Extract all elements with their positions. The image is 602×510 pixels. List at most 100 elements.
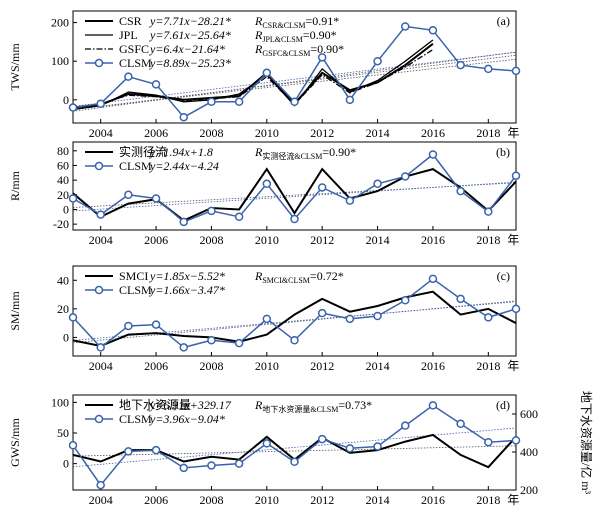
- x-year-suffix: 年: [507, 233, 519, 247]
- x-tick-label: 2010: [255, 359, 279, 373]
- data-point-CLSM: [373, 56, 382, 66]
- y-tick-label: 40: [57, 173, 69, 187]
- data-point-CLSM: [428, 26, 438, 35]
- legend-label: GSFC: [119, 42, 149, 56]
- x-tick-label: 2018: [476, 126, 500, 140]
- legend-label: CLSM: [119, 412, 152, 426]
- y-tick-label: 60: [57, 158, 69, 172]
- data-point-CLSM: [511, 304, 521, 314]
- data-point-CLSM: [290, 97, 299, 107]
- y-tick-label: 80: [57, 144, 69, 158]
- panel-label: (a): [497, 14, 510, 28]
- data-point-CLSM: [373, 442, 382, 451]
- x-tick-label: 2008: [199, 359, 223, 373]
- data-point-CLSM: [207, 206, 216, 216]
- data-point-CLSM: [456, 60, 465, 70]
- data-point-CLSM: [317, 183, 327, 192]
- regression-equation: y=1.66x−3.47*: [149, 283, 225, 297]
- panel-3: 0 20 40 2004 2006 2008 2010 2012 2014 2016 2018 年 SM…: [8, 265, 521, 373]
- data-point-CLSM: [179, 112, 188, 122]
- legend-label: JPL: [119, 28, 138, 42]
- panel-4: 0 50 100 200 400 600 地下水资源量/亿 m³ 2004 2006 2008 20…: [8, 391, 594, 507]
- x-tick-label: 2006: [144, 233, 168, 247]
- y-tick-label: 100: [51, 54, 69, 68]
- legend-marker: [94, 414, 104, 424]
- data-point-CLSM: [96, 210, 105, 219]
- trend-line-JPL: [73, 51, 516, 112]
- r-symbol: R: [254, 269, 263, 283]
- x-tick-label: 2016: [421, 126, 445, 140]
- trend-line-地下水资源量: [73, 445, 516, 457]
- legend-label: CLSM: [119, 283, 152, 297]
- data-point-CLSM: [345, 196, 355, 205]
- correlation-coefficient: RCSR&CLSM=0.91*: [254, 14, 339, 30]
- data-point-CLSM: [151, 320, 161, 329]
- x-tick-label: 2018: [476, 233, 500, 247]
- correlation-coefficient: RGSFC&CLSM=0.90*: [254, 42, 344, 58]
- y-tick-label: 100: [51, 395, 69, 409]
- r-symbol: R: [254, 398, 263, 412]
- series-line-SMCI: [73, 290, 516, 348]
- r-symbol: R: [254, 14, 263, 28]
- data-point-CLSM: [317, 308, 327, 318]
- y-tick-label: 40: [57, 273, 69, 287]
- r-value: =0.90*: [322, 145, 356, 159]
- series-line-JPL: [73, 39, 434, 111]
- data-point-CLSM: [317, 434, 327, 444]
- data-point-CLSM: [262, 179, 272, 189]
- r-symbol: R: [254, 28, 263, 42]
- regression-equation: y=6.31x+329.17: [149, 398, 232, 412]
- data-point-CLSM: [428, 150, 438, 159]
- x-tick-label: 2016: [421, 359, 445, 373]
- panel-1: 0 100 200 2004 2006 2008 2010 2012 2014 2016 2018 年…: [8, 10, 521, 140]
- trend-line-CLSM: [73, 301, 516, 341]
- r-subscript: SMCI&CLSM: [262, 276, 310, 285]
- data-point-CLSM: [68, 103, 78, 112]
- x-year-suffix: 年: [507, 493, 519, 507]
- x-tick-label: 2006: [144, 359, 168, 373]
- x-tick-label: 2012: [310, 493, 334, 507]
- data-point-CLSM: [456, 419, 465, 429]
- trend-line-CLSM: [73, 181, 516, 212]
- data-point-CLSM: [484, 207, 493, 216]
- regression-equation: y=1.94x+1.8: [149, 145, 213, 159]
- y-axis-label: SM/mm: [8, 291, 22, 331]
- data-point-CLSM: [234, 459, 244, 468]
- series-line-实测径流: [73, 167, 516, 222]
- data-point-CLSM: [456, 186, 465, 196]
- x-year-suffix: 年: [507, 126, 519, 140]
- r-subscript: JPL&CLSM: [262, 35, 302, 44]
- y-tick-label: 200: [51, 16, 69, 30]
- data-point-CLSM: [345, 95, 355, 105]
- panel-label: (d): [496, 398, 510, 412]
- data-point-CLSM: [151, 194, 161, 203]
- data-point-CLSM: [207, 336, 216, 345]
- data-point-CLSM: [428, 401, 438, 410]
- data-point-CLSM: [373, 179, 382, 189]
- x-tick-label: 2006: [144, 493, 168, 507]
- x-tick-label: 2018: [476, 359, 500, 373]
- trend-line-SMCI: [73, 300, 516, 344]
- r-subscript: GSFC&CLSM: [262, 49, 310, 58]
- r-subscript: 实测径流&CLSM: [262, 151, 322, 161]
- regression-equation: y=7.61x−25.64*: [149, 28, 231, 42]
- r-subscript: CSR&CLSM: [262, 21, 305, 30]
- data-point-CLSM: [456, 294, 465, 304]
- data-point-CLSM: [511, 66, 521, 76]
- x-tick-label: 2006: [144, 126, 168, 140]
- data-point-CLSM: [290, 336, 299, 345]
- y-tick-label: -20: [53, 217, 69, 231]
- plot-frame: [72, 141, 517, 231]
- y-tick-label: 50: [57, 426, 69, 440]
- regression-equation: y=1.85x−5.52*: [149, 269, 225, 283]
- data-point-CLSM: [511, 436, 521, 445]
- trend-line-CLSM: [73, 427, 516, 468]
- data-point-CLSM: [68, 194, 78, 203]
- regression-equation: y=6.4x−21.64*: [149, 42, 225, 56]
- y-right-tick-label: 200: [520, 483, 538, 497]
- y-tick-label: 20: [57, 188, 69, 202]
- data-point-CLSM: [179, 217, 188, 227]
- data-point-CLSM: [290, 214, 299, 224]
